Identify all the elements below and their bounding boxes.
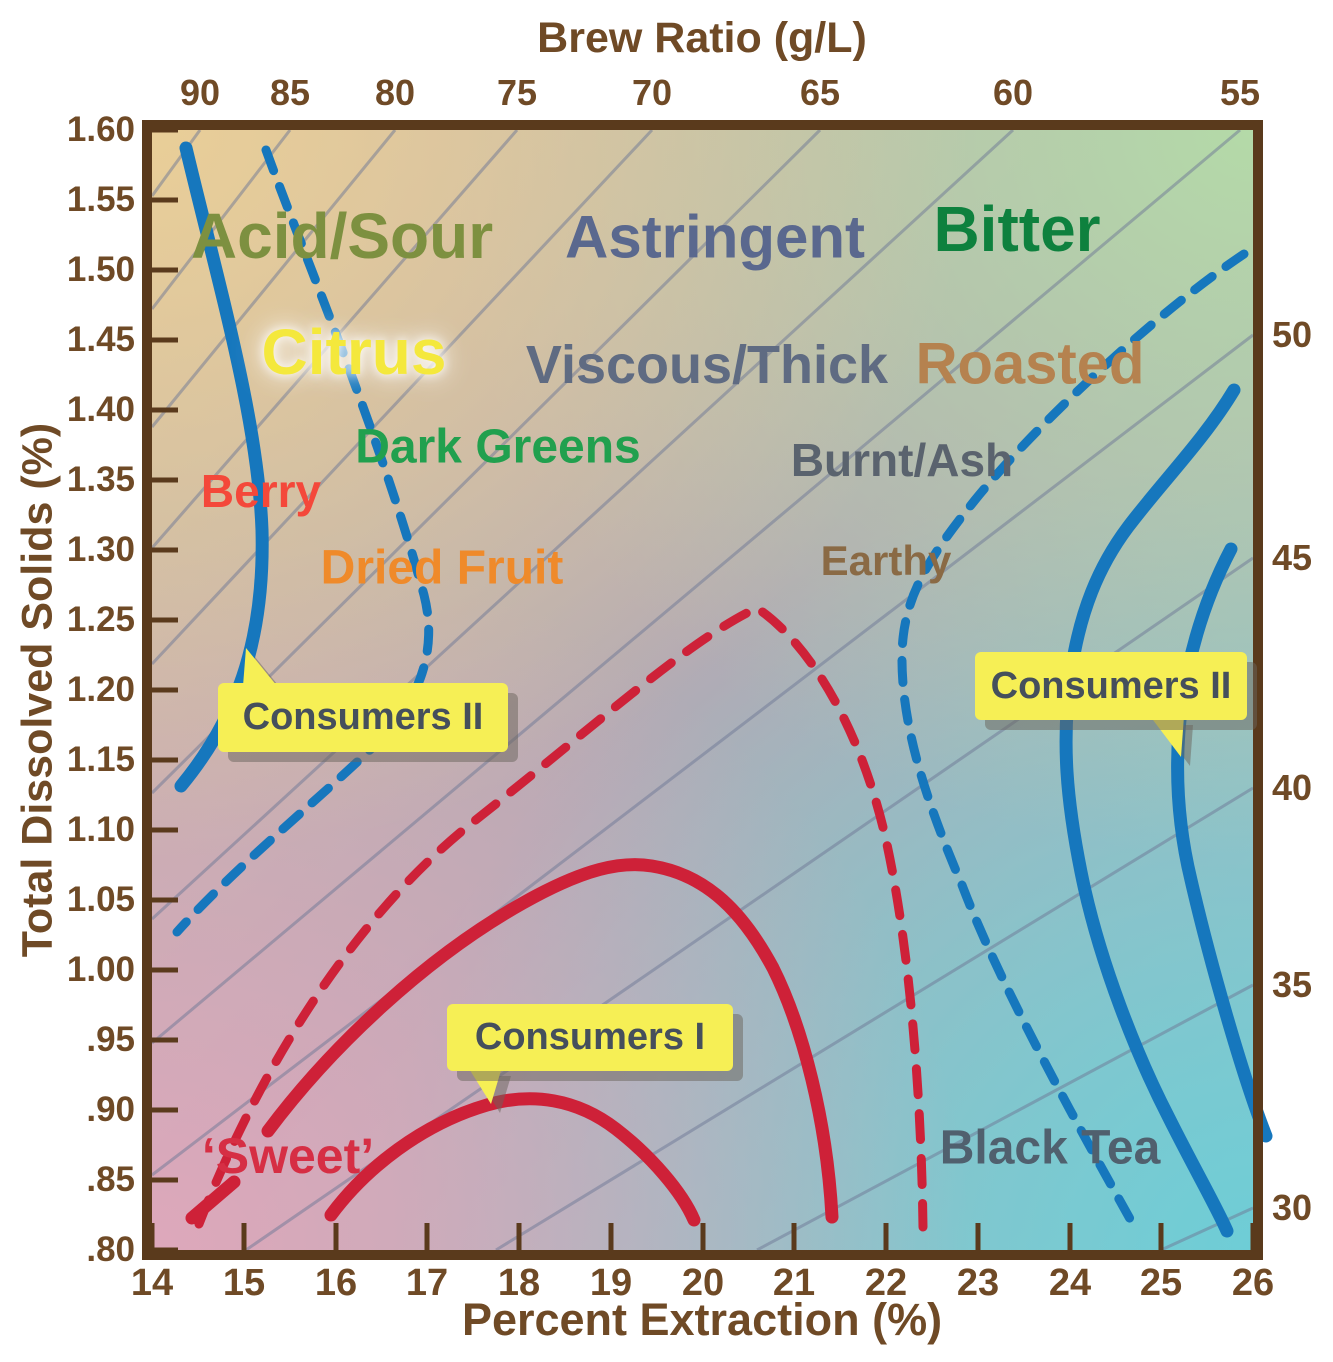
left-tick-.85: .85 [86, 1160, 135, 1199]
bottom-tick-20: 20 [681, 1262, 725, 1304]
top-tick-80: 80 [374, 72, 416, 113]
curve-consumers2-right-solid-outer [1059, 383, 1241, 1238]
curve-right-dashed [897, 249, 1249, 1231]
curve-left-dashed [172, 145, 434, 937]
flavor-label-berry: Berry [200, 465, 322, 517]
right-tick-50: 50 [1272, 314, 1313, 355]
left-tick-1.10: 1.10 [66, 810, 135, 849]
curve-sweet-tick-segment [185, 1175, 241, 1225]
brew-ratio-isoline [150, 128, 654, 666]
right-tick-45: 45 [1272, 537, 1313, 578]
callout-tail [1150, 716, 1184, 757]
right-tick-30: 30 [1272, 1187, 1313, 1228]
callout-consumers1: Consumers I [447, 1004, 733, 1071]
left-tick-.95: .95 [86, 1020, 135, 1059]
callout-tail [243, 648, 277, 686]
left-tick-.90: .90 [86, 1090, 135, 1129]
flavor-label-black-tea: Black Tea [939, 1121, 1161, 1175]
bottom-tick-24: 24 [1048, 1262, 1092, 1304]
flavor-label-astringent: Astringent [565, 203, 865, 271]
flavor-label-roasted: Roasted [915, 331, 1145, 397]
right-tick-40: 40 [1272, 767, 1313, 808]
bottom-tick-17: 17 [405, 1262, 449, 1304]
callout-consumers2-left: Consumers II [218, 683, 508, 752]
left-tick-1.50: 1.50 [66, 250, 135, 289]
left-tick-1.40: 1.40 [66, 390, 135, 429]
right-tick-35: 35 [1272, 964, 1313, 1005]
top-tick-85: 85 [269, 72, 311, 113]
curve-red-dashed-preference [194, 603, 928, 1232]
left-tick-1.00: 1.00 [66, 950, 135, 989]
top-axis-title: Brew Ratio (g/L) [537, 14, 867, 62]
flavor-label-earthy: Earthy [820, 537, 952, 584]
curve-consumers1-inner [324, 1092, 701, 1227]
flavor-label-dried-fruit: Dried Fruit [320, 541, 564, 595]
left-tick-1.20: 1.20 [66, 670, 135, 709]
top-tick-55: 55 [1219, 72, 1261, 113]
bottom-tick-15: 15 [222, 1262, 266, 1304]
top-tick-60: 60 [992, 72, 1034, 113]
left-tick-1.15: 1.15 [66, 740, 135, 779]
brew-ratio-isoline [150, 128, 1015, 921]
bottom-tick-22: 22 [864, 1262, 908, 1304]
left-tick-1.45: 1.45 [66, 320, 135, 359]
flavor-label-citrus: Citrus [261, 316, 447, 388]
left-tick-1.55: 1.55 [66, 180, 135, 219]
left-tick-.80: .80 [86, 1230, 135, 1269]
left-tick-1.05: 1.05 [66, 880, 135, 919]
bottom-tick-26: 26 [1231, 1262, 1275, 1304]
bottom-tick-21: 21 [772, 1262, 816, 1304]
brew-ratio-isoline [756, 983, 1254, 1252]
left-tick-1.30: 1.30 [66, 530, 135, 569]
brew-ratio-isoline [495, 786, 1254, 1252]
brew-ratio-isoline [150, 129, 397, 428]
top-tick-70: 70 [631, 72, 673, 113]
brew-ratio-isoline [151, 128, 1241, 1045]
curve-consumers2-right-solid-inner [1171, 542, 1273, 1143]
brew-ratio-isoline [151, 333, 1254, 1177]
brew-ratio-isoline [150, 129, 202, 197]
flavor-label-dark-greens: Dark Greens [355, 420, 641, 474]
bottom-tick-16: 16 [314, 1262, 358, 1304]
flavor-label-sweet: ‘Sweet’ [201, 1128, 375, 1184]
brew-ratio-isoline [1160, 1206, 1254, 1252]
curve-consumers1-outer [261, 858, 839, 1224]
top-tick-75: 75 [496, 72, 538, 113]
bottom-axis-title: Percent Extraction (%) [461, 1294, 943, 1345]
bottom-tick-25: 25 [1139, 1262, 1183, 1304]
bottom-tick-23: 23 [956, 1262, 1000, 1304]
top-tick-65: 65 [799, 72, 841, 113]
left-tick-1.60: 1.60 [66, 110, 135, 149]
callout-tail [468, 1067, 502, 1104]
bottom-tick-18: 18 [497, 1262, 541, 1304]
callout-consumers2-right: Consumers II [975, 652, 1247, 720]
flavor-label-viscous-thick: Viscous/Thick [525, 335, 889, 395]
left-tick-1.35: 1.35 [66, 460, 135, 499]
left-tick-1.25: 1.25 [66, 600, 135, 639]
top-tick-90: 90 [179, 72, 221, 113]
plot-border [142, 120, 1263, 1260]
flavor-label-burnt-ash: Burnt/Ash [790, 434, 1014, 486]
flavor-label-bitter: Bitter [933, 193, 1101, 265]
bottom-tick-19: 19 [589, 1262, 633, 1304]
flavor-label-acid-sour: Acid/Sour [190, 200, 494, 272]
bottom-tick-14: 14 [130, 1262, 174, 1304]
